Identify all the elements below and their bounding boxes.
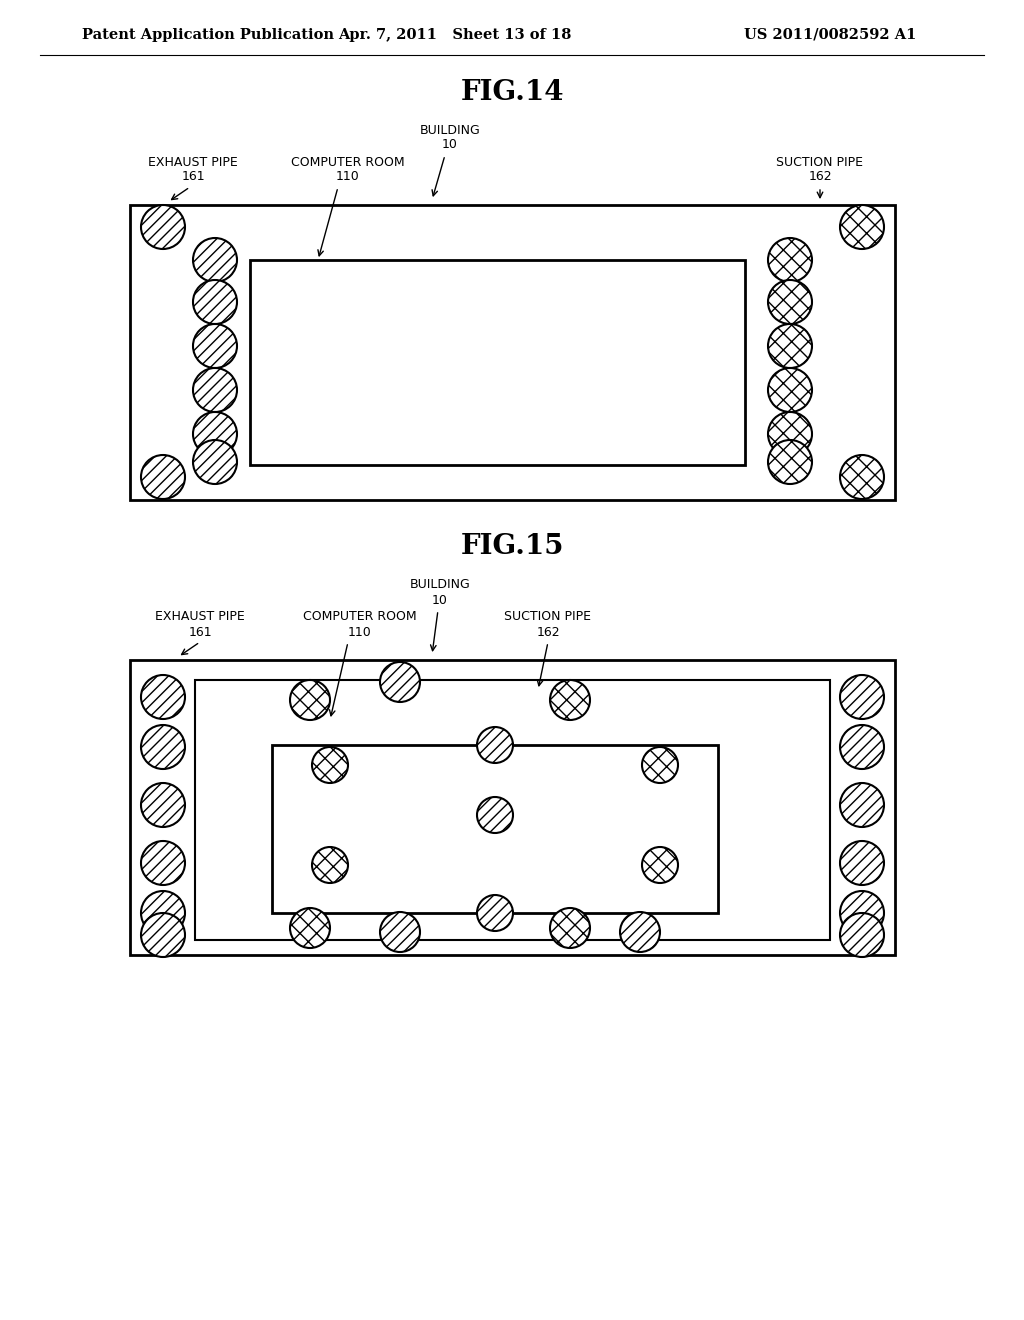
Circle shape <box>550 680 590 719</box>
Bar <box>272 744 718 913</box>
Circle shape <box>840 783 884 828</box>
Text: EXHAUST PIPE: EXHAUST PIPE <box>148 156 238 169</box>
Circle shape <box>141 675 185 719</box>
Circle shape <box>840 913 884 957</box>
Circle shape <box>477 797 513 833</box>
Circle shape <box>840 455 884 499</box>
Text: EXHAUST PIPE: EXHAUST PIPE <box>155 610 245 623</box>
Circle shape <box>620 912 660 952</box>
Circle shape <box>477 895 513 931</box>
Text: 10: 10 <box>432 594 447 606</box>
Circle shape <box>768 280 812 323</box>
Circle shape <box>768 412 812 455</box>
Circle shape <box>193 440 237 484</box>
Text: BUILDING: BUILDING <box>420 124 480 136</box>
Circle shape <box>380 663 420 702</box>
Circle shape <box>642 747 678 783</box>
Circle shape <box>840 891 884 935</box>
Text: FIG.14: FIG.14 <box>460 78 564 106</box>
Circle shape <box>380 912 420 952</box>
Text: 161: 161 <box>188 626 212 639</box>
Circle shape <box>290 908 330 948</box>
Circle shape <box>642 847 678 883</box>
Circle shape <box>768 238 812 282</box>
Circle shape <box>477 727 513 763</box>
Circle shape <box>141 891 185 935</box>
Text: Apr. 7, 2011   Sheet 13 of 18: Apr. 7, 2011 Sheet 13 of 18 <box>338 28 571 42</box>
Circle shape <box>141 913 185 957</box>
Circle shape <box>193 412 237 455</box>
Circle shape <box>141 205 185 249</box>
Circle shape <box>290 680 330 719</box>
Circle shape <box>550 908 590 948</box>
Text: 162: 162 <box>537 626 560 639</box>
Circle shape <box>141 841 185 884</box>
Text: SUCTION PIPE: SUCTION PIPE <box>776 156 863 169</box>
Text: 10: 10 <box>442 139 458 152</box>
Circle shape <box>193 368 237 412</box>
Text: US 2011/0082592 A1: US 2011/0082592 A1 <box>743 28 916 42</box>
Text: COMPUTER ROOM: COMPUTER ROOM <box>291 156 404 169</box>
Circle shape <box>312 747 348 783</box>
Circle shape <box>141 455 185 499</box>
Circle shape <box>193 280 237 323</box>
Bar <box>130 205 895 500</box>
Bar <box>250 260 745 465</box>
Text: Patent Application Publication: Patent Application Publication <box>82 28 334 42</box>
Circle shape <box>768 368 812 412</box>
Text: COMPUTER ROOM: COMPUTER ROOM <box>303 610 417 623</box>
Circle shape <box>840 205 884 249</box>
Text: 110: 110 <box>336 170 359 183</box>
Text: 162: 162 <box>808 170 831 183</box>
Circle shape <box>193 238 237 282</box>
Bar <box>195 680 830 940</box>
Text: 161: 161 <box>181 170 205 183</box>
Circle shape <box>193 323 237 368</box>
Text: FIG.15: FIG.15 <box>460 533 564 561</box>
Circle shape <box>768 323 812 368</box>
Circle shape <box>840 841 884 884</box>
Circle shape <box>768 440 812 484</box>
Circle shape <box>840 675 884 719</box>
Circle shape <box>840 725 884 770</box>
Bar <box>130 660 895 954</box>
Text: BUILDING: BUILDING <box>410 578 470 591</box>
Circle shape <box>141 783 185 828</box>
Circle shape <box>141 725 185 770</box>
Text: SUCTION PIPE: SUCTION PIPE <box>505 610 592 623</box>
Text: 110: 110 <box>348 626 372 639</box>
Circle shape <box>312 847 348 883</box>
